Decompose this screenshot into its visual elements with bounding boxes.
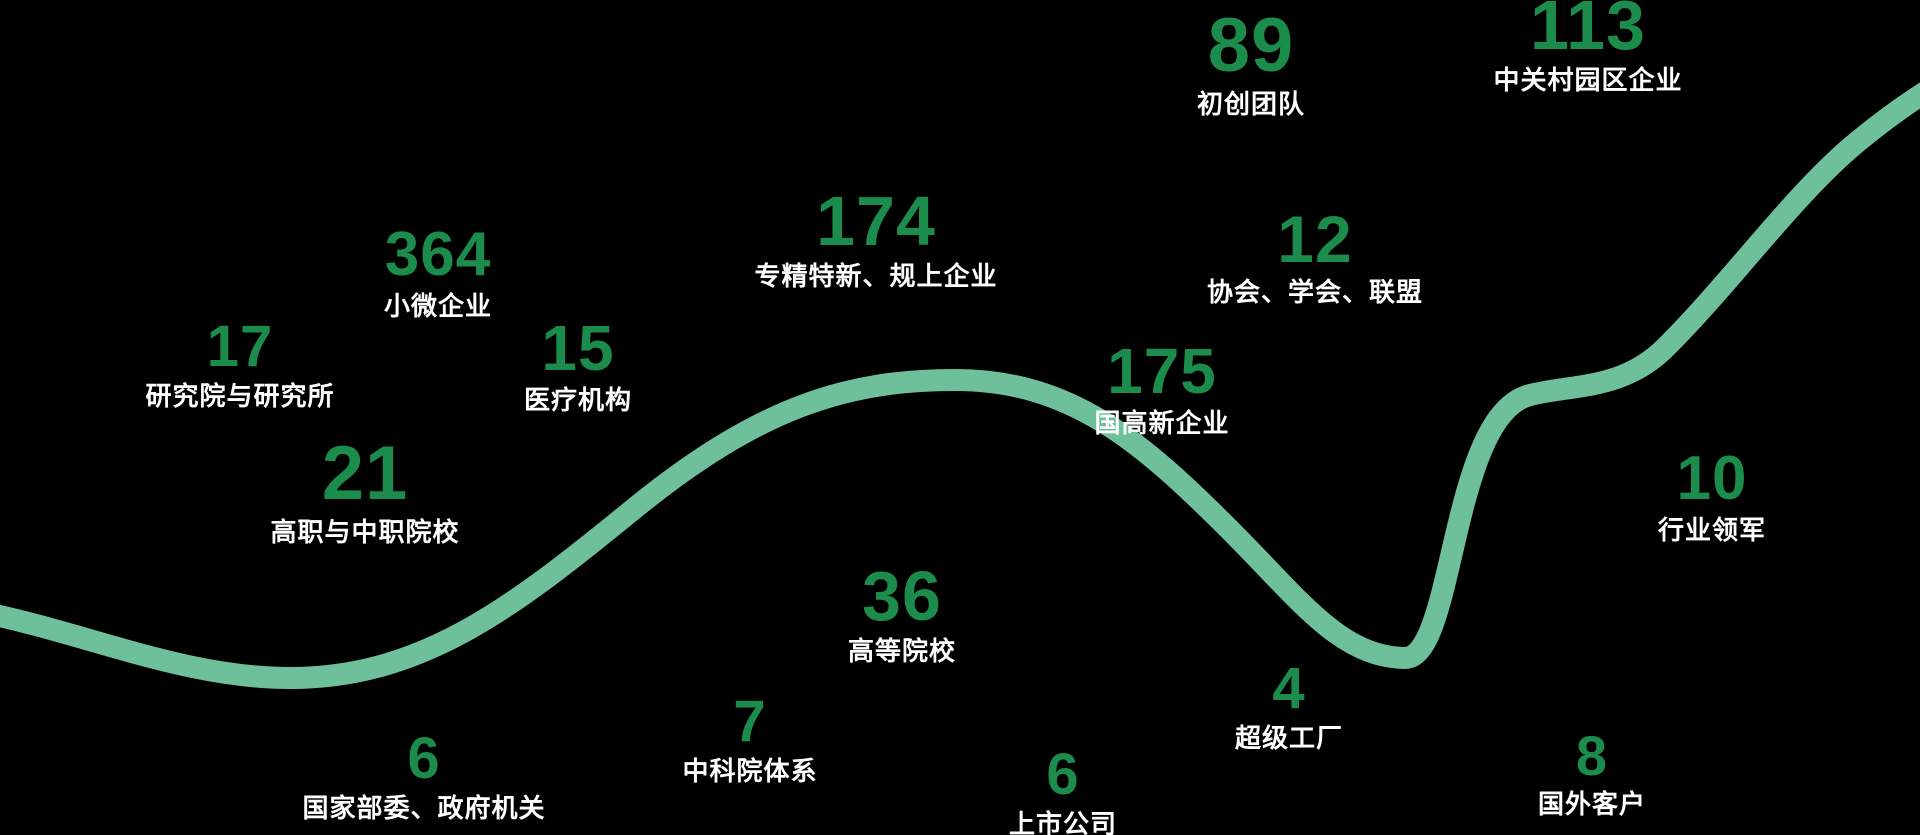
stat-label: 研究院与研究所	[145, 381, 335, 411]
stat-listed-companies: 6 上市公司	[1009, 746, 1117, 835]
stat-value: 8	[1575, 724, 1609, 787]
stat-micro-small-enterprises: 364 小微企业	[384, 224, 492, 322]
stat-cas-system: 7 中科院体系	[682, 693, 817, 787]
stat-label: 专精特新、规上企业	[754, 261, 998, 291]
stat-value: 175	[1107, 335, 1217, 407]
stat-associations-societies-alliances: 12 协会、学会、联盟	[1207, 206, 1423, 308]
stat-national-high-tech-enterprises: 175 国高新企业	[1094, 339, 1229, 439]
stat-label: 初创团队	[1196, 89, 1306, 119]
stat-research-institutes: 17 研究院与研究所	[145, 318, 334, 412]
stat-super-factories: 4 超级工厂	[1235, 660, 1343, 754]
stat-label: 国高新企业	[1094, 408, 1230, 438]
stat-label: 协会、学会、联盟	[1206, 277, 1424, 307]
stat-label: 小微企业	[383, 291, 493, 321]
stat-value: 6	[407, 726, 441, 791]
stat-srdi-above-scale-enterprises: 174 专精特新、规上企业	[754, 186, 997, 292]
stat-value: 10	[1676, 444, 1748, 513]
stat-label: 高职与中职院校	[270, 517, 460, 547]
stat-label: 国外客户	[1537, 789, 1647, 819]
stat-value: 174	[816, 182, 936, 260]
stat-zgc-park-enterprises: 113 中关村园区企业	[1493, 0, 1682, 96]
stat-label: 医疗机构	[523, 385, 633, 415]
stat-universities: 36 高等院校	[848, 561, 956, 667]
stat-value: 7	[733, 689, 767, 754]
wave-path	[0, 82, 1920, 690]
stat-value: 6	[1046, 742, 1080, 807]
stat-label: 中关村园区企业	[1493, 65, 1683, 95]
stat-label: 国家部委、政府机关	[302, 793, 546, 823]
stat-ministries-government-agencies: 6 国家部委、政府机关	[302, 730, 545, 824]
stat-value: 4	[1272, 656, 1306, 721]
stat-value: 15	[541, 312, 615, 384]
stat-value: 21	[321, 431, 409, 516]
stat-industry-leaders: 10 行业领军	[1658, 448, 1766, 546]
stat-value: 36	[862, 557, 942, 635]
stat-value: 89	[1207, 3, 1295, 88]
stat-startup-teams: 89 初创团队	[1197, 8, 1305, 120]
stat-vocational-colleges: 21 高职与中职院校	[270, 436, 459, 548]
stat-value: 364	[384, 220, 492, 289]
stat-label: 超级工厂	[1234, 723, 1344, 753]
stat-label: 上市公司	[1008, 809, 1118, 835]
stat-label: 中科院体系	[682, 756, 818, 786]
stat-value: 12	[1277, 202, 1353, 276]
stat-label: 高等院校	[847, 636, 957, 666]
stat-medical-institutions: 15 医疗机构	[524, 316, 632, 416]
stat-label: 行业领军	[1657, 515, 1767, 545]
stat-value: 113	[1530, 0, 1646, 64]
stat-value: 17	[206, 314, 274, 379]
stat-overseas-clients: 8 国外客户	[1538, 728, 1646, 820]
